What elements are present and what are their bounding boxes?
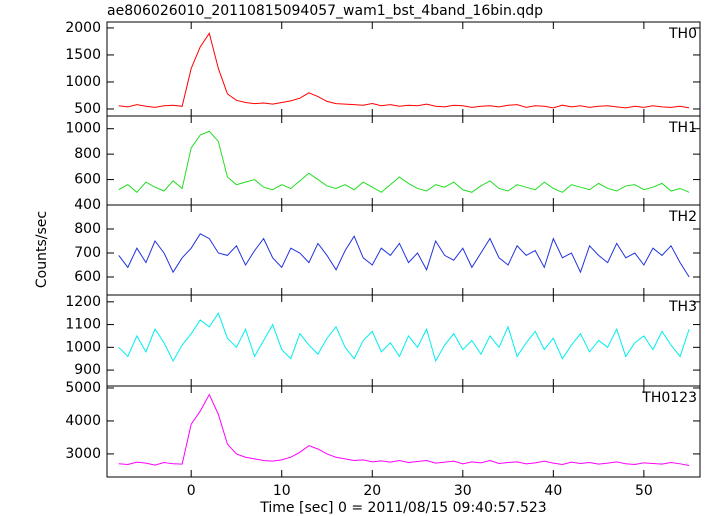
- panel-label: TH0123: [641, 390, 697, 406]
- y-tick-label: 800: [74, 146, 101, 162]
- panel-label: TH2: [668, 209, 697, 225]
- y-tick-label: 600: [74, 172, 101, 188]
- panel-label: TH0: [668, 26, 697, 42]
- y-tick-label: 1500: [65, 47, 101, 63]
- y-tick-label: 5000: [65, 380, 101, 396]
- panel-label: TH1: [668, 120, 697, 136]
- y-axis-label: Counts/sec: [34, 211, 50, 288]
- y-tick-label: 500: [74, 101, 101, 117]
- x-tick-label: 10: [273, 483, 291, 499]
- y-tick-label: 1100: [65, 317, 101, 333]
- y-tick-label: 600: [74, 269, 101, 285]
- x-tick-label: 0: [187, 483, 196, 499]
- y-tick-label: 3000: [65, 446, 101, 462]
- y-tick-label: 900: [74, 362, 101, 378]
- y-tick-label: 4000: [65, 413, 101, 429]
- y-tick-label: 1000: [65, 339, 101, 355]
- light-curve: [118, 233, 690, 278]
- y-tick-label: 800: [74, 221, 101, 237]
- x-tick-label: 20: [363, 483, 381, 499]
- x-tick-label: 40: [544, 483, 562, 499]
- chart-title: ae806026010_20110815094057_wam1_bst_4ban…: [107, 3, 543, 19]
- y-tick-label: 700: [74, 245, 101, 261]
- y-tick-label: 1000: [65, 74, 101, 90]
- light-curve: [118, 130, 690, 193]
- y-tick-label: 1000: [65, 121, 101, 137]
- panel-frame: [106, 385, 701, 478]
- x-axis-label: Time [sec] 0 = 2011/08/15 09:40:57.523: [259, 500, 546, 516]
- y-tick-label: 400: [74, 197, 101, 213]
- light-curve: [118, 393, 690, 466]
- x-tick-label: 50: [635, 483, 653, 499]
- y-tick-label: 1200: [65, 294, 101, 310]
- light-curve: [118, 32, 690, 109]
- x-tick-label: 30: [454, 483, 472, 499]
- panel-label: TH3: [668, 299, 697, 315]
- y-tick-label: 2000: [65, 20, 101, 36]
- light-curve: [118, 312, 690, 363]
